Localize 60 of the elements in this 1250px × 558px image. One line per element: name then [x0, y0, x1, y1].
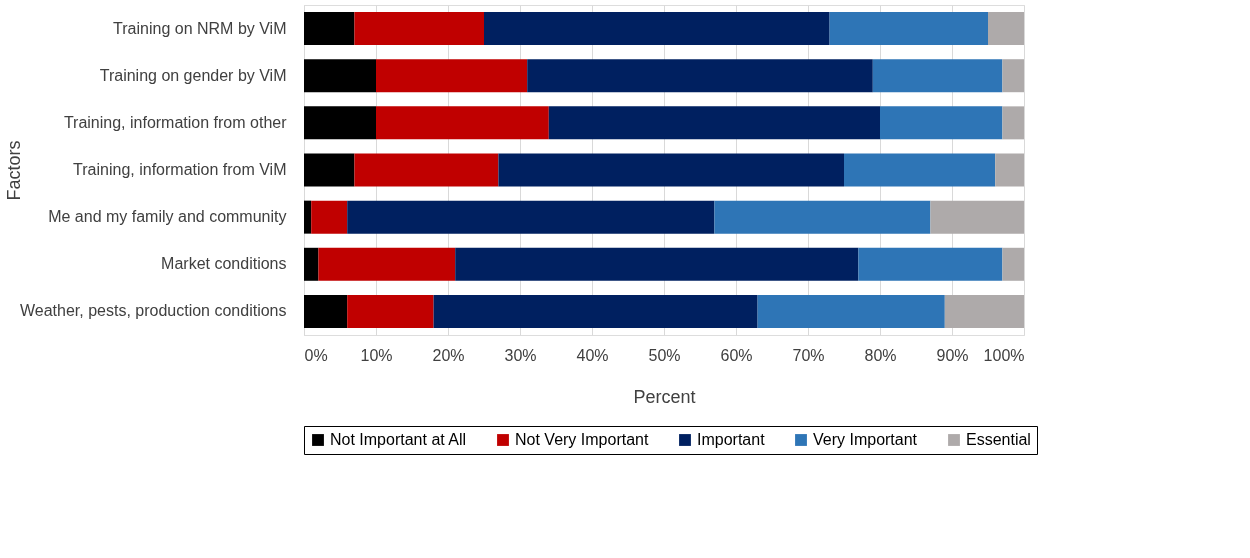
bar [858, 247, 1003, 281]
bar [714, 200, 931, 234]
bar [376, 106, 549, 140]
x-tick-label: 10% [360, 346, 393, 364]
legend-label: Important [697, 431, 766, 448]
bar [1002, 59, 1024, 93]
y-tick-label: Training, information from other [63, 113, 288, 131]
bar [304, 106, 376, 140]
bar [304, 247, 319, 281]
x-tick-label: 0% [304, 346, 328, 364]
bar [844, 153, 996, 187]
y-axis-title: Factors [3, 140, 24, 201]
x-tick-label: 100% [983, 346, 1025, 364]
x-tick-label: 80% [864, 346, 897, 364]
bar [304, 59, 376, 93]
legend-label: Not Very Important [515, 431, 649, 448]
bar [354, 153, 499, 187]
x-tick-label: 50% [648, 346, 681, 364]
bar [757, 294, 945, 328]
y-tick-label: Training on gender by ViM [99, 66, 287, 84]
bar [527, 59, 873, 93]
x-tick-label: 40% [576, 346, 609, 364]
x-tick-label: 20% [432, 346, 465, 364]
y-tick-label: Weather, pests, production conditions [19, 302, 287, 320]
bar [1002, 106, 1024, 140]
bar [930, 200, 1024, 234]
y-tick-label: Market conditions [161, 255, 287, 273]
legend-label: Essential [966, 431, 1031, 448]
bar [995, 153, 1024, 187]
x-tick-label: 70% [792, 346, 825, 364]
bar [347, 200, 715, 234]
bar [318, 247, 456, 281]
bar [433, 294, 758, 328]
y-tick-label: Training, information from ViM [73, 161, 287, 178]
bar [880, 106, 1003, 140]
bar [455, 247, 859, 281]
bar [872, 59, 1003, 93]
x-tick-label: 30% [504, 346, 537, 364]
bar [944, 294, 1024, 328]
legend-label: Not Important at All [330, 431, 467, 448]
bar [498, 153, 844, 187]
y-tick-label: Me and my family and community [48, 208, 287, 226]
bar [829, 12, 988, 46]
bar [484, 12, 830, 46]
y-tick-label: Training on NRM by ViM [113, 19, 287, 37]
bar [311, 200, 348, 234]
bar [304, 294, 348, 328]
x-tick-label: 90% [936, 346, 969, 364]
x-tick-label: 60% [720, 346, 753, 364]
bar [376, 59, 528, 93]
x-axis-title: Percent [633, 386, 696, 407]
bar [1002, 247, 1024, 281]
bar [988, 12, 1024, 46]
bar [354, 12, 484, 46]
bar [304, 12, 355, 46]
bar [304, 200, 312, 234]
bar [304, 153, 355, 187]
legend-label: Very Important [813, 431, 918, 448]
bar [548, 106, 880, 140]
bar [347, 294, 434, 328]
